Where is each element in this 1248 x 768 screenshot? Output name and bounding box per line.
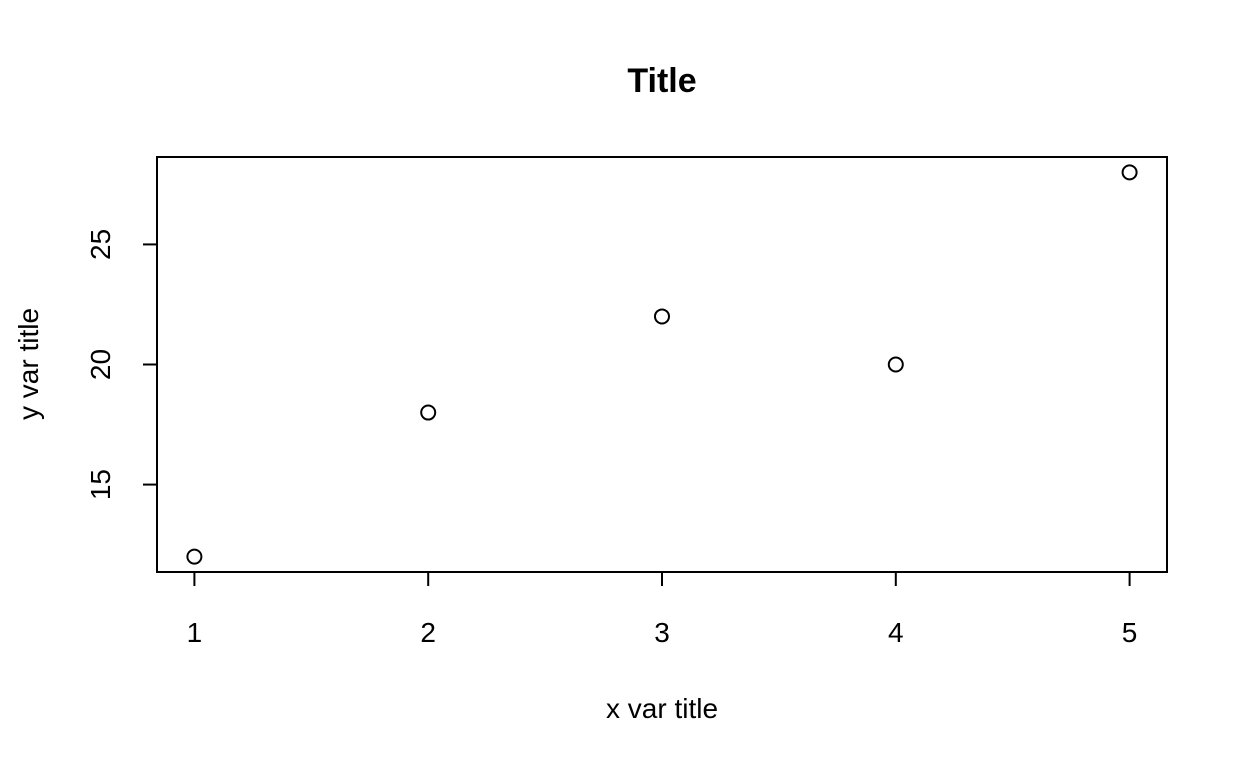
data-point <box>654 308 670 325</box>
plot-area-frame <box>156 156 1168 573</box>
chart-title: Title <box>627 62 696 100</box>
data-points <box>186 164 1138 565</box>
x-axis: 1 2 3 4 5 <box>187 571 1138 648</box>
data-point <box>887 356 904 373</box>
x-tick-label: 3 <box>654 617 670 648</box>
data-point <box>1121 164 1138 181</box>
y-tick-label: 20 <box>85 349 116 380</box>
x-axis-label: x var title <box>606 693 718 724</box>
x-tick-label: 2 <box>420 617 436 648</box>
y-axis: 15 20 25 <box>85 229 158 500</box>
x-tick-label: 1 <box>187 617 203 648</box>
y-tick-label: 25 <box>85 229 116 260</box>
y-axis-label: y var title <box>13 308 44 420</box>
y-tick-label: 15 <box>85 469 116 500</box>
data-point <box>186 548 203 565</box>
data-point <box>420 404 437 421</box>
x-tick-label: 4 <box>888 617 904 648</box>
x-tick-label: 5 <box>1122 617 1138 648</box>
